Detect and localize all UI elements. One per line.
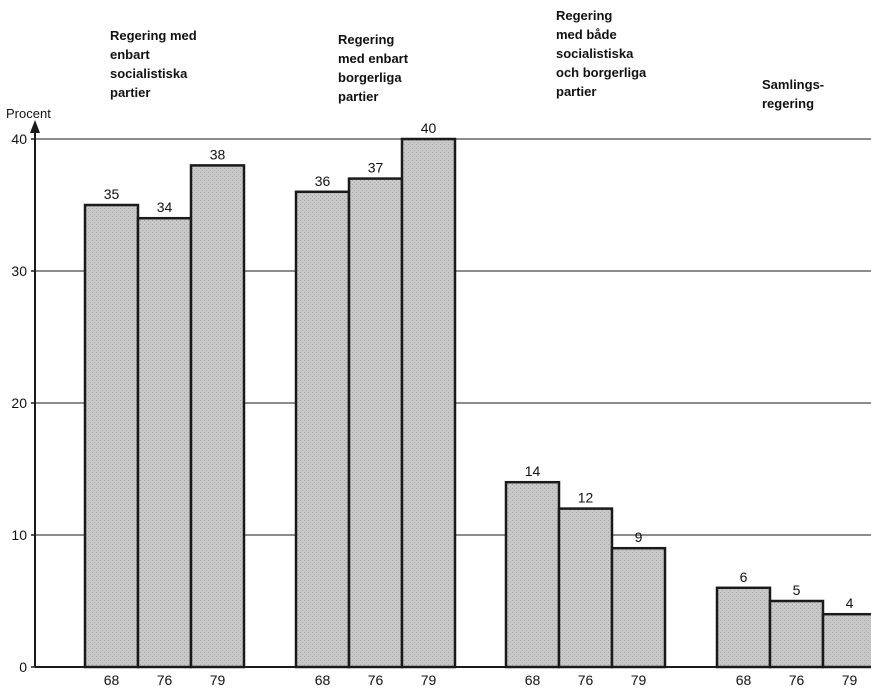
category-label-line: Regering [556,8,612,23]
category-label-line: partier [338,89,378,104]
bar-value-label: 5 [793,582,801,598]
value-labels: 35 34 38 36 37 40 14 12 9 6 5 4 [104,120,854,611]
category-label-line: socialistiska [110,66,188,81]
bar [557,507,614,669]
y-tick-label: 10 [11,527,27,543]
bar [504,480,561,669]
axes: Procent [6,106,871,668]
category-label-line: med både [556,27,617,42]
category-label-line: borgerliga [338,70,402,85]
x-tick-label: 79 [421,672,437,688]
y-tick-label: 20 [11,395,27,411]
bar-value-label: 9 [635,529,643,545]
category-labels: Regering med enbart socialistiska partier Re… [110,8,824,111]
x-tick-label: 79 [631,672,647,688]
bar-value-label: 34 [157,199,173,215]
category-label-line: med enbart [338,51,409,66]
y-tick-label: 0 [19,659,27,675]
x-tick-labels: 68 76 79 68 76 79 68 76 79 68 76 79 [104,672,858,688]
x-tick-label: 76 [157,672,173,688]
bar-value-label: 6 [740,569,748,585]
bar-value-label: 12 [578,490,594,506]
bar-value-label: 14 [525,463,541,479]
x-tick-label: 76 [578,672,594,688]
x-tick-label: 79 [210,672,226,688]
bar [347,177,404,669]
y-tick-label: 40 [11,131,27,147]
bar [294,190,351,669]
bar [189,164,246,669]
category-label-line: partier [556,84,596,99]
x-tick-label: 68 [736,672,752,688]
category-label-line: regering [762,96,814,111]
bar-value-label: 35 [104,186,120,202]
x-tick-label: 68 [315,672,331,688]
bar-value-label: 37 [368,160,384,176]
x-tick-label: 76 [789,672,805,688]
bar-value-label: 40 [421,120,437,136]
category-label-line: socialistiska [556,46,634,61]
category-label-line: Samlings- [762,77,824,92]
y-tick-labels: 0 10 20 30 40 [11,131,27,675]
y-axis-label: Procent [6,106,51,121]
bar [821,612,871,669]
bar [715,586,772,669]
x-tick-label: 79 [842,672,858,688]
category-label-line: och borgerliga [556,65,647,80]
bar [610,546,667,669]
x-tick-label: 68 [104,672,120,688]
category-label-line: Regering med [110,28,197,43]
bar [136,216,193,669]
category-label-line: partier [110,85,150,100]
x-tick-label: 76 [368,672,384,688]
y-tick-label: 30 [11,263,27,279]
x-tick-label: 68 [525,672,541,688]
category-label-line: enbart [110,47,150,62]
bar-value-label: 38 [210,146,226,162]
bar [400,137,457,669]
bar [768,599,825,669]
bar-value-label: 36 [315,173,331,189]
bar [83,203,140,669]
y-axis-arrow-icon [30,120,40,133]
bars [83,137,871,669]
category-label-line: Regering [338,32,394,47]
bar-value-label: 4 [846,595,854,611]
